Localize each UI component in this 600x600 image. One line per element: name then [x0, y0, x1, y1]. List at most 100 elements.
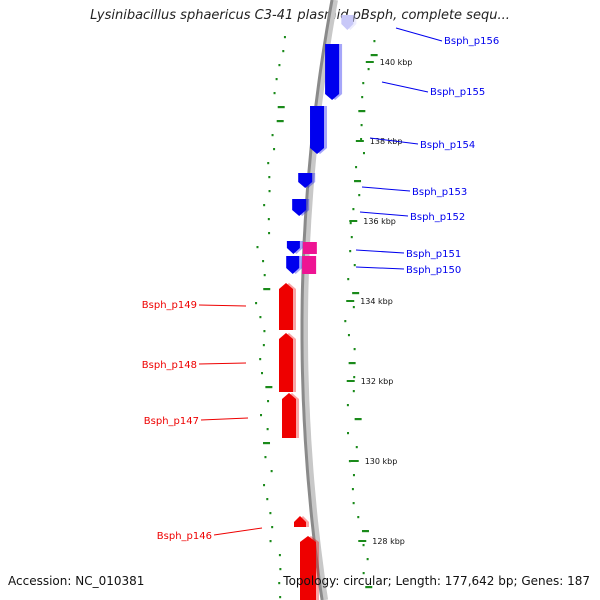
- gc-mark: [346, 404, 349, 407]
- gene-bsph-p151: [286, 241, 300, 254]
- gc-mark: [267, 162, 270, 165]
- gene-leader-line: [381, 81, 429, 93]
- gc-mark: [260, 414, 263, 417]
- gc-mark: [349, 222, 352, 225]
- gc-mark: [347, 278, 350, 281]
- gc-mark: [269, 540, 272, 543]
- gc-mark: [279, 596, 282, 599]
- gc-mark: [273, 148, 276, 151]
- gc-mark: [362, 544, 365, 547]
- gc-mark: [283, 36, 286, 39]
- gc-mark: [264, 456, 267, 459]
- summary-label: Topology: circular; Length: 177,642 bp; …: [283, 574, 590, 588]
- gc-mark: [278, 554, 281, 557]
- kbp-tick-label: 132 kbp: [361, 377, 394, 386]
- gc-mark: [353, 376, 356, 379]
- gc-mark: [367, 68, 370, 71]
- gc-mark: [362, 572, 365, 575]
- gc-content-track: [255, 36, 378, 599]
- gc-mark: [263, 204, 266, 207]
- gc-mark: [268, 176, 271, 179]
- gc-mark: [347, 432, 350, 435]
- gene-leader-line: [395, 27, 443, 42]
- gene-bsph-p153: [298, 173, 313, 188]
- gene-bsph-p146a-shadow: [297, 516, 309, 527]
- kbp-tick-label: 130 kbp: [365, 457, 398, 466]
- gene-label-bsph-p151: Bsph_p151: [406, 249, 461, 260]
- gc-mark: [352, 390, 355, 393]
- accession-label: Accession: NC_010381: [8, 574, 145, 588]
- gc-mark: [270, 470, 273, 473]
- gc-mark: [355, 166, 358, 169]
- gene-bsph-p152-shadow: [295, 199, 310, 216]
- gene-bsph-p147-shadow: [285, 393, 299, 438]
- gene-bsph-p150: [286, 256, 300, 274]
- kbp-tick-label: 138 kbp: [370, 137, 403, 146]
- gc-mark: [263, 274, 266, 277]
- gene-highlight-a: [302, 242, 317, 254]
- gc-mark: [362, 82, 365, 85]
- gc-mark: [275, 78, 278, 81]
- gc-mark: [352, 208, 355, 211]
- gc-mark: [266, 498, 269, 501]
- gc-mark: [278, 64, 281, 67]
- gc-mark: [267, 400, 270, 403]
- gene-bsph-p152: [292, 199, 307, 216]
- gc-mark: [357, 516, 360, 519]
- gene-highlight-b: [302, 256, 317, 274]
- gc-mark: [276, 120, 284, 123]
- gc-mark: [278, 582, 281, 585]
- gc-mark: [352, 474, 355, 477]
- gc-mark: [266, 428, 269, 431]
- gc-mark: [351, 488, 354, 491]
- gc-mark: [255, 302, 258, 305]
- gene-bsph-p149: [279, 283, 293, 330]
- kbp-tick-label: 140 kbp: [380, 58, 413, 67]
- gc-mark: [352, 306, 355, 309]
- kbp-tick-label: 136 kbp: [363, 217, 396, 226]
- plasmid-backbone: [300, 0, 334, 600]
- gene-bsph-p151-shadow: [289, 241, 303, 254]
- gc-mark: [259, 316, 262, 319]
- gene-bsph-p150-shadow: [289, 256, 303, 274]
- gene-bsph-p146b-shadow: [303, 536, 319, 600]
- gc-mark: [347, 334, 350, 337]
- gene-bsph-p154-shadow: [313, 106, 328, 154]
- gc-mark: [269, 512, 272, 515]
- gene-bsph-p148: [279, 333, 293, 392]
- gc-mark: [352, 502, 355, 505]
- gc-mark: [262, 344, 265, 347]
- gene-label-bsph-p153: Bsph_p153: [412, 187, 467, 198]
- gc-mark: [261, 372, 264, 375]
- gc-mark: [263, 330, 266, 333]
- gc-mark: [361, 530, 369, 533]
- gc-mark: [259, 358, 262, 361]
- gc-mark: [358, 194, 361, 197]
- gc-mark: [268, 232, 271, 235]
- gc-mark: [361, 96, 364, 99]
- gc-mark: [267, 218, 270, 221]
- gc-mark: [373, 40, 376, 43]
- gc-mark: [263, 484, 266, 487]
- gc-mark: [354, 180, 362, 183]
- gc-mark: [348, 362, 356, 365]
- gc-mark: [360, 124, 363, 127]
- gc-mark: [256, 246, 259, 249]
- gc-mark: [265, 386, 273, 389]
- gc-mark: [355, 446, 358, 449]
- gene-leader-line: [200, 417, 249, 421]
- gc-mark: [353, 348, 356, 351]
- gene-label-bsph-p147: Bsph_p147: [144, 416, 199, 427]
- gc-mark: [353, 264, 356, 267]
- gene-label-bsph-p149: Bsph_p149: [142, 300, 197, 311]
- gene-leader-line: [355, 249, 405, 254]
- gene-label-bsph-p148: Bsph_p148: [142, 360, 197, 371]
- gc-mark: [352, 292, 360, 295]
- gene-leader-line: [198, 304, 247, 307]
- gc-mark: [354, 418, 362, 421]
- gene-leader-line: [198, 362, 247, 365]
- gene-leader-line: [213, 527, 263, 536]
- gc-mark: [350, 236, 353, 239]
- gc-mark: [360, 138, 363, 141]
